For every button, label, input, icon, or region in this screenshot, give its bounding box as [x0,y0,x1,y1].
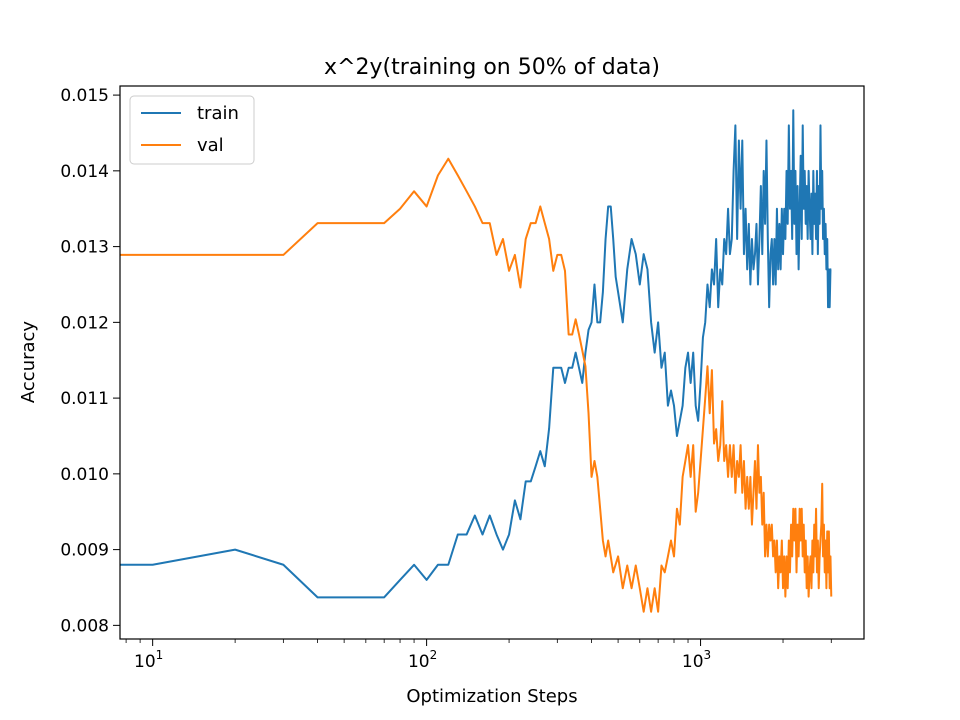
y-tick-label: 0.013 [60,238,109,258]
legend-label-val: val [197,135,224,156]
y-axis: 0.008 0.009 0.010 0.011 0.012 0.013 0.014 0.015 [60,86,120,636]
y-tick-label: 0.014 [60,162,109,182]
plot-area [120,86,864,639]
legend: train val [129,95,255,165]
y-tick-label: 0.008 [60,616,109,636]
x-axis: 101 102 103 [125,639,832,672]
plot-frame [119,85,865,640]
x-axis-label: Optimization Steps [406,686,577,707]
x-tick-label: 101 [134,648,163,672]
y-axis-label: Accuracy [18,321,39,404]
legend-label-train: train [197,103,239,124]
series-line-val [120,157,833,613]
y-tick-label: 0.010 [60,465,109,485]
chart-title: x^2y(training on 50% of data) [324,55,660,80]
x-tick-label: 102 [408,648,437,672]
series-line-train [120,109,832,599]
y-tick-label: 0.011 [60,389,109,409]
y-tick-label: 0.015 [60,86,109,106]
series-layer [120,109,833,613]
y-tick-label: 0.012 [60,313,109,333]
x-tick-label: 103 [682,648,711,672]
y-tick-label: 0.009 [60,541,109,561]
